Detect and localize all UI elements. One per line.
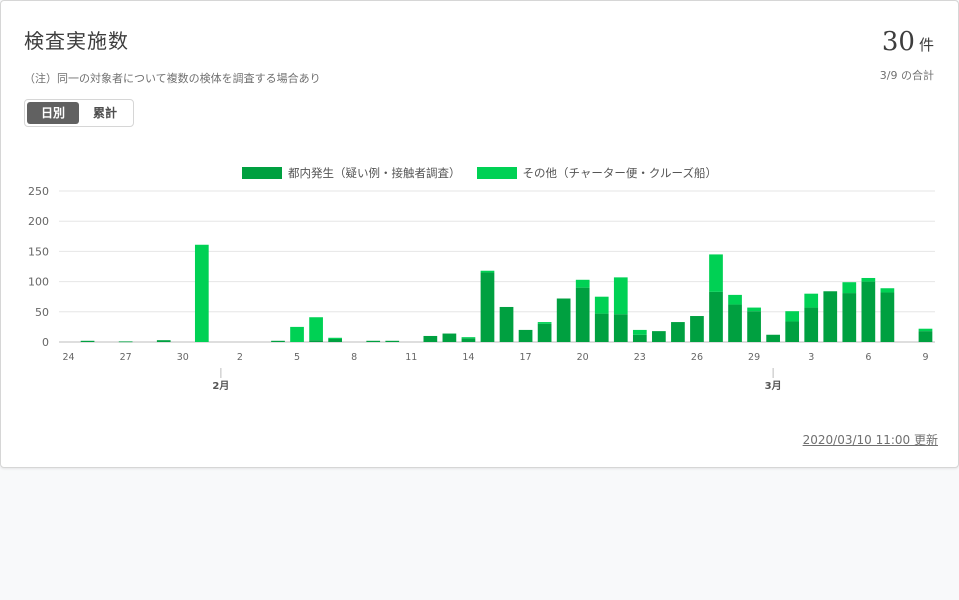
bar-domestic [442, 333, 457, 342]
bar-other [918, 328, 933, 332]
x-tick-label: 2 [237, 352, 243, 363]
x-tick-label: 23 [634, 352, 646, 363]
legend-item-other[interactable]: その他（チャーター便・クルーズ船） [476, 165, 717, 181]
bar-domestic [785, 321, 800, 342]
bar-domestic [880, 292, 895, 342]
bar-domestic [156, 340, 171, 342]
bar-domestic [499, 306, 514, 342]
bar-domestic [632, 334, 647, 342]
bar-other [842, 282, 857, 294]
bar-other [309, 317, 323, 341]
month-label: 3月 [765, 380, 782, 392]
card-note: （注）同一の対象者について複数の検体を調査する場合あり [24, 72, 321, 85]
bar-domestic [461, 338, 476, 342]
bar-domestic [747, 311, 761, 342]
bar-domestic [537, 323, 552, 342]
bar-other [804, 293, 819, 308]
legend-swatch-other [476, 167, 517, 179]
testing-count-card: 検査実施数 （注）同一の対象者について複数の検体を調査する場合あり 30 件 3/… [0, 0, 959, 468]
x-tick-label: 26 [691, 352, 703, 363]
bar-domestic [575, 287, 590, 342]
bar-domestic [842, 293, 857, 342]
month-label: 2月 [212, 380, 229, 392]
legend-label-domestic: 都内発生（疑い例・接触者調査） [288, 166, 461, 180]
x-tick-label: 24 [62, 352, 74, 363]
y-tick-label: 100 [28, 276, 49, 289]
bar-domestic [861, 281, 876, 342]
x-tick-label: 30 [177, 352, 189, 363]
x-tick-label: 29 [748, 352, 760, 363]
bar-other [880, 288, 895, 293]
chart-legend: 都内発生（疑い例・接触者調査） その他（チャーター便・クルーズ船） [1, 165, 958, 181]
stacked-bar-chart: 0 50 100 150 200 250 24 27 30 2 5 8 11 14 17 20 23 26 29 3 6… [28, 185, 935, 392]
bar-domestic [652, 331, 666, 342]
bar-domestic [823, 291, 838, 342]
legend-swatch-domestic [242, 167, 283, 179]
bar-other [613, 277, 628, 315]
bar-domestic [594, 313, 609, 342]
cumulative-toggle-button[interactable]: 累計 [92, 106, 117, 120]
bar-domestic [690, 316, 704, 342]
x-tick-label: 9 [922, 352, 928, 363]
x-tick-label: 17 [520, 352, 532, 363]
bar-other [290, 326, 304, 342]
x-tick-label: 27 [120, 352, 132, 363]
bar-other [709, 254, 723, 292]
bar-domestic [518, 329, 533, 342]
x-tick-label: 20 [577, 352, 589, 363]
bar-domestic [309, 340, 323, 342]
bar-other [537, 322, 552, 324]
daily-toggle-button[interactable]: 日別 [27, 102, 79, 124]
y-tick-label: 50 [35, 306, 49, 319]
bar-domestic [556, 298, 571, 342]
bar-other [328, 337, 342, 339]
legend-label-other: その他（チャーター便・クルーズ船） [522, 166, 717, 180]
bar-domestic [728, 304, 742, 342]
bar-domestic [385, 340, 400, 342]
y-tick-label: 150 [28, 245, 49, 258]
bar-domestic [80, 340, 95, 342]
total-display: 30 件 [882, 27, 934, 57]
bar-domestic [804, 307, 819, 342]
x-tick-label: 6 [865, 352, 871, 363]
bar-other [785, 311, 800, 322]
bar-domestic [480, 272, 495, 342]
bar-other [632, 329, 647, 335]
bar-other [194, 244, 209, 342]
y-tick-label: 250 [28, 185, 49, 198]
bar-other [594, 296, 609, 314]
bar-other [747, 307, 761, 312]
bar-domestic [423, 335, 438, 342]
total-unit: 件 [918, 36, 934, 54]
view-toggle: 日別 累計 [24, 99, 134, 127]
x-tick-label: 5 [294, 352, 300, 363]
total-value: 30 [881, 27, 915, 57]
bar-other [861, 277, 876, 282]
bar-domestic [613, 314, 628, 342]
bar-other [480, 270, 495, 273]
card-title: 検査実施数 [24, 29, 129, 53]
x-tick-label: 11 [405, 352, 417, 363]
bar-domestic [709, 291, 723, 342]
bar-other [575, 279, 590, 288]
legend-item-domestic[interactable]: 都内発生（疑い例・接触者調査） [242, 165, 461, 181]
bar-domestic [328, 338, 342, 342]
bar-domestic [918, 331, 933, 342]
updated-timestamp-link[interactable]: 2020/03/10 11:00 更新 [802, 433, 938, 447]
y-tick-label: 200 [28, 215, 49, 228]
bar-domestic [366, 340, 381, 342]
x-tick-label: 3 [808, 352, 814, 363]
x-tick-label: 8 [351, 352, 357, 363]
x-tick-label: 14 [462, 352, 474, 363]
bar-other [461, 337, 476, 339]
total-subtitle: 3/9 の合計 [879, 69, 934, 82]
bar-other [728, 294, 742, 305]
bar-domestic [766, 334, 780, 342]
bar-domestic [118, 341, 133, 343]
y-tick-label: 0 [42, 336, 49, 349]
bar-domestic [271, 340, 285, 342]
bar-domestic [671, 322, 685, 342]
